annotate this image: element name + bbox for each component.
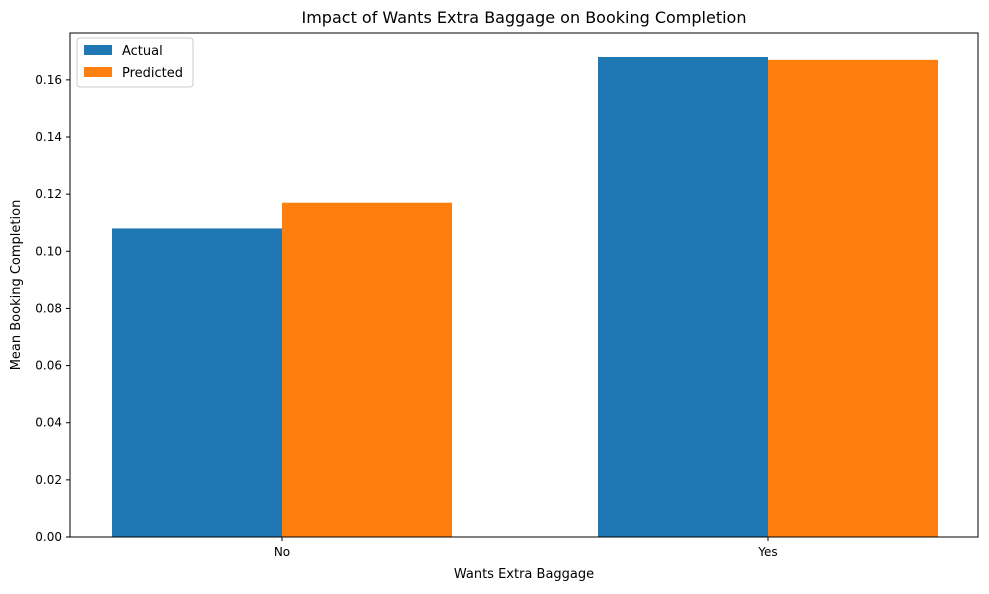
- y-tick-label: 0.10: [35, 244, 62, 258]
- legend-label-predicted: Predicted: [122, 66, 183, 81]
- bar-predicted-yes: [768, 59, 938, 537]
- x-tick-label: Yes: [757, 545, 777, 559]
- y-axis-label: Mean Booking Completion: [9, 200, 24, 371]
- x-axis-label: Wants Extra Baggage: [454, 567, 594, 582]
- legend: Actual Predicted: [76, 37, 194, 88]
- y-axis: 0.00 0.02 0.04 0.06 0.08 0.10 0.12 0.14 0.16: [35, 73, 70, 544]
- y-tick-label: 0.02: [35, 473, 62, 487]
- legend-swatch-predicted: [84, 67, 112, 77]
- bar-actual-yes: [598, 57, 768, 537]
- y-tick-label: 0.06: [35, 359, 62, 373]
- bar-predicted-no: [282, 202, 452, 537]
- y-tick-label: 0.08: [35, 301, 62, 315]
- x-axis: No Yes: [274, 537, 778, 559]
- plot-frame: [69, 32, 979, 538]
- chart-title: Impact of Wants Extra Baggage on Booking…: [302, 8, 747, 27]
- y-tick-label: 0.04: [35, 416, 62, 430]
- y-tick-label: 0.12: [35, 187, 62, 201]
- legend-swatch-actual: [84, 45, 112, 55]
- y-tick-label: 0.00: [35, 530, 62, 544]
- bar-actual-no: [112, 228, 282, 537]
- x-tick-label: No: [274, 545, 290, 559]
- legend-label-actual: Actual: [122, 44, 163, 59]
- y-tick-label: 0.16: [35, 73, 62, 87]
- y-tick-label: 0.14: [35, 130, 62, 144]
- bars-group: [112, 57, 938, 537]
